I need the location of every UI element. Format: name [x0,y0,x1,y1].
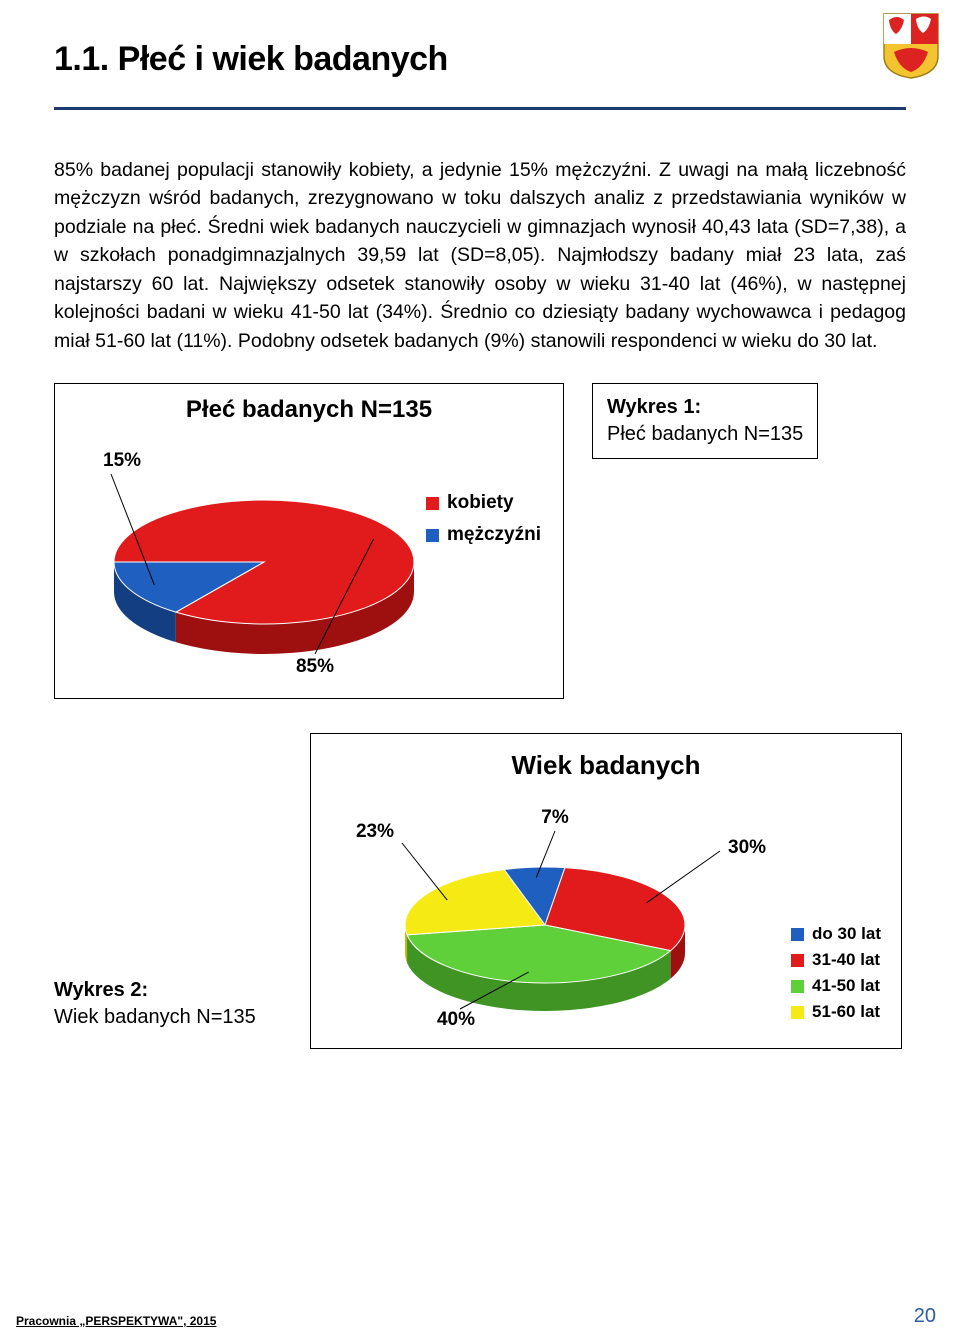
legend-label: 31-40 lat [812,950,880,970]
section-title: 1.1. Płeć i wiek badanych [54,40,906,79]
legend-item: kobiety [426,492,541,514]
chart-1-row: Płeć badanych N=135 85% 15% kobiety mężczy… [54,383,906,699]
legend-label: 41-50 lat [812,976,880,996]
legend-swatch [791,980,804,993]
legend-swatch [426,497,439,510]
chart-2-title: Wiek badanych [327,750,885,781]
chart-2-caption: Wykres 2: Wiek badanych N=135 [54,977,256,1031]
chart-1-caption: Wykres 1: Płeć badanych N=135 [592,383,818,459]
legend-swatch [791,1006,804,1019]
page: 1.1. Płeć i wiek badanych 85% badanej po… [0,0,960,1336]
legend-swatch [791,954,804,967]
legend-item: mężczyźni [426,524,541,546]
legend-label: 51-60 lat [812,1002,880,1022]
pie-slice-label: 85% [296,656,334,677]
legend-item: do 30 lat [791,924,881,944]
legend-label: mężczyźni [447,524,541,546]
pie-slice-label: 7% [541,807,569,828]
legend-item: 31-40 lat [791,950,881,970]
footer-source: Pracownia „PERSPEKTYWA", 2015 [16,1314,216,1328]
chart-2-caption-text: Wiek badanych N=135 [54,1004,256,1031]
pie-slice-label: 23% [356,821,394,842]
legend-item: 41-50 lat [791,976,881,996]
legend-swatch [426,529,439,542]
pie-slice-label: 30% [728,837,766,858]
legend-swatch [791,928,804,941]
page-number: 20 [914,1305,936,1328]
legend-item: 51-60 lat [791,1002,881,1022]
chart-1-legend: kobiety mężczyźni [426,492,541,556]
legend-label: do 30 lat [812,924,881,944]
legend-label: kobiety [447,492,514,514]
pie-slice-label: 15% [103,450,141,471]
chart-1-title: Płeć badanych N=135 [65,396,553,424]
page-footer: Pracownia „PERSPEKTYWA", 2015 20 [16,1305,936,1328]
chart-1-container: Płeć badanych N=135 85% 15% kobiety mężczy… [54,383,564,699]
chart-2-legend: do 30 lat 31-40 lat 41-50 lat 51-60 lat [791,924,881,1028]
body-paragraph: 85% badanej populacji stanowiły kobiety,… [54,156,906,355]
title-divider [54,107,906,110]
chart-2-row: Wykres 2: Wiek badanych N=135 Wiek badan… [54,733,906,1049]
pie-slice-label: 40% [437,1009,475,1029]
chart-1-caption-title: Wykres 1: [607,394,803,421]
coat-of-arms-icon [882,12,940,80]
chart-2-container: Wiek badanych 7% 30% 40% 23% do 30 lat 31-40… [310,733,902,1049]
chart-2-caption-title: Wykres 2: [54,977,256,1004]
chart-1-caption-text: Płeć badanych N=135 [607,421,803,448]
